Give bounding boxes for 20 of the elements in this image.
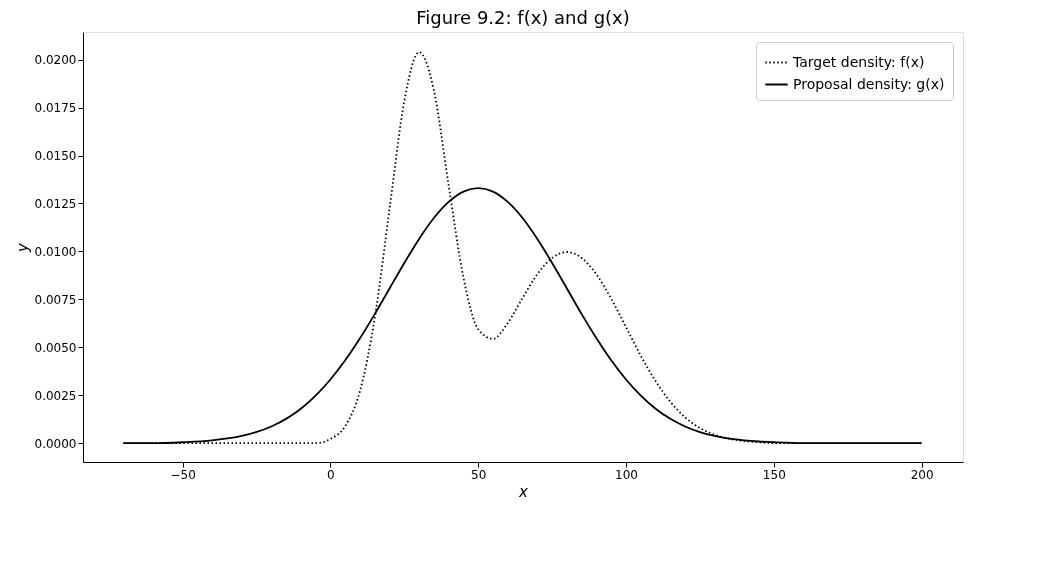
y-tick-label: 0.0100 (34, 244, 77, 259)
legend-label: Proposal density: g(x) (793, 75, 945, 92)
y-tick-label: 0.0050 (34, 340, 77, 355)
y-tick-label: 0.0150 (34, 149, 77, 164)
x-tick-label: 150 (762, 467, 786, 482)
legend-label: Target density: f(x) (792, 53, 925, 70)
y-tick-label: 0.0125 (34, 196, 77, 211)
x-tick-label: 50 (471, 467, 487, 482)
x-tick-label: 200 (910, 467, 934, 482)
x-tick-label: −50 (170, 467, 196, 482)
x-axis-title: x (518, 482, 529, 501)
x-tick-label: 0 (327, 467, 335, 482)
y-tick-label: 0.0075 (34, 292, 77, 307)
y-tick-label: 0.0025 (34, 388, 77, 403)
y-tick-label: 0.0200 (34, 53, 77, 68)
x-tick-label: 100 (615, 467, 638, 482)
y-axis-title: y (13, 241, 32, 253)
chart-title: Figure 9.2: f(x) and g(x) (416, 7, 630, 28)
y-tick-label: 0.0175 (34, 101, 77, 116)
y-tick-label: 0.0000 (34, 436, 77, 451)
